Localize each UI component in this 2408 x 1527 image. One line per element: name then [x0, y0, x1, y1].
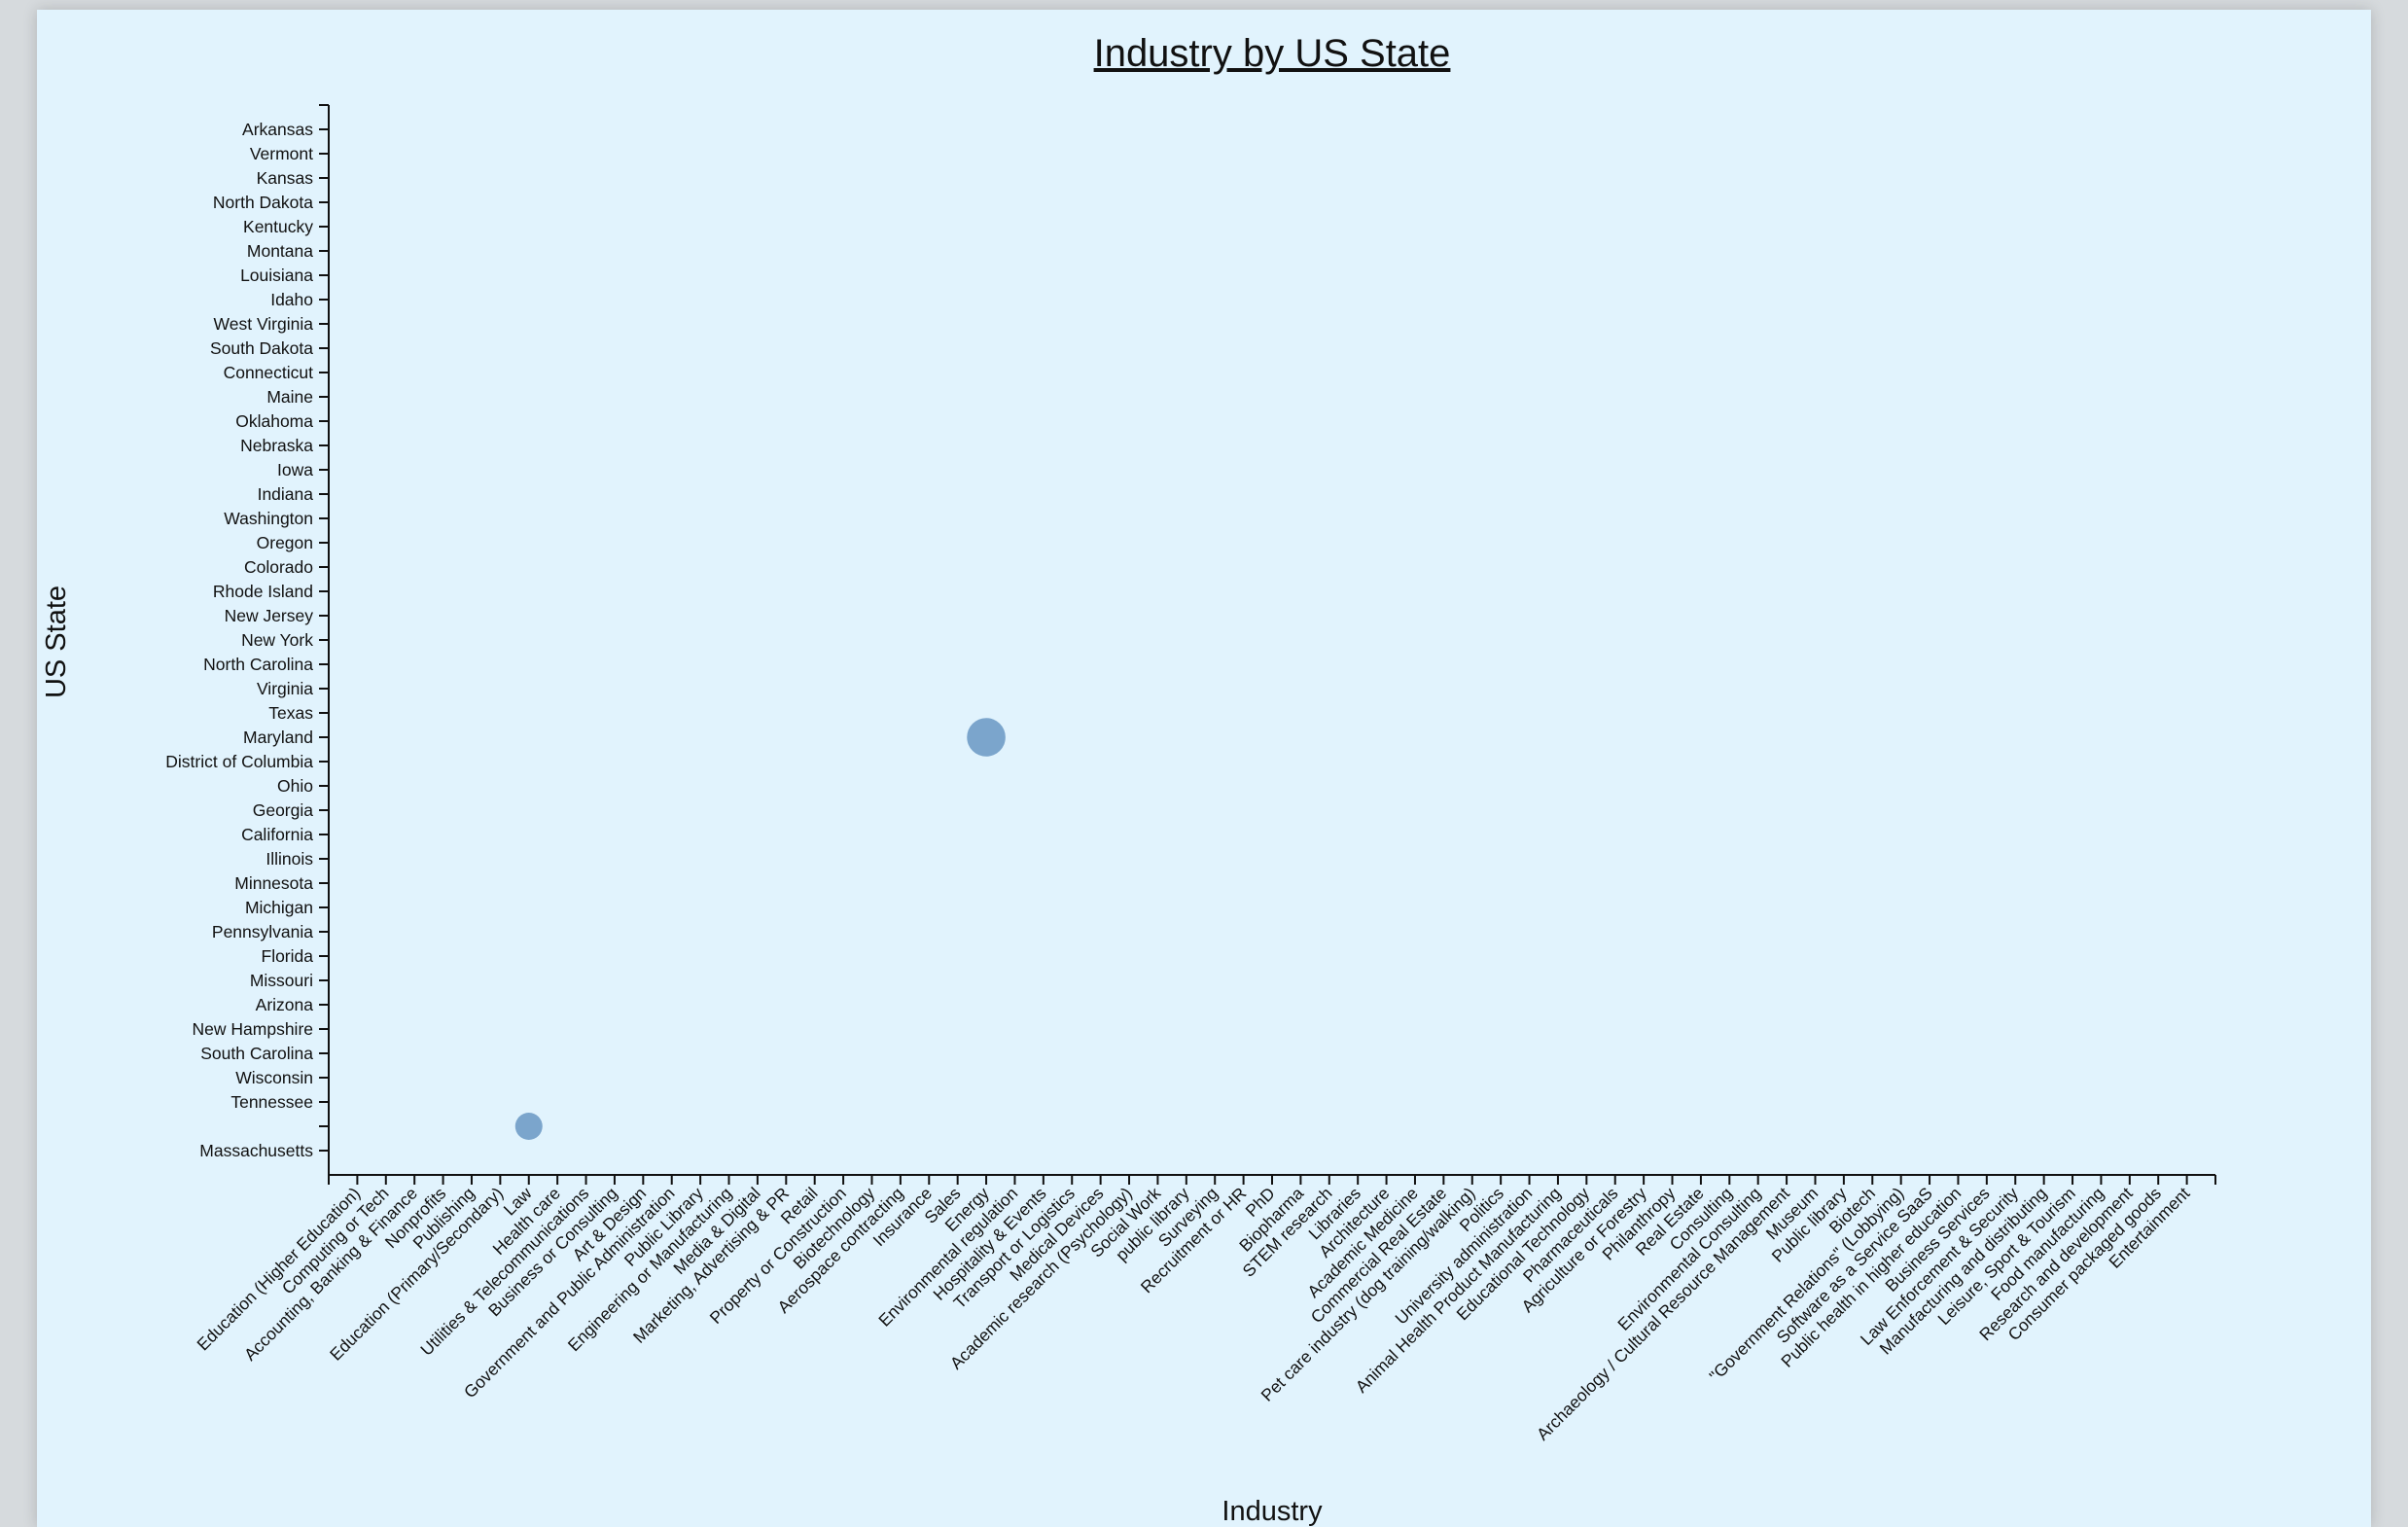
- y-tick-label: Pennsylvania: [212, 922, 313, 941]
- y-tick-label: Rhode Island: [213, 582, 313, 601]
- y-tick-label: Ohio: [277, 776, 313, 796]
- data-bubble[interactable]: [514, 1113, 543, 1140]
- y-axis-title: US State: [41, 586, 72, 698]
- bubbles: [514, 718, 1006, 1140]
- x-axis-title: Industry: [1222, 1496, 1323, 1527]
- chart-title: Industry by US State: [1094, 32, 1451, 75]
- y-tick-label: Virginia: [257, 679, 313, 698]
- y-tick-label: Arizona: [256, 995, 314, 1014]
- y-tick-label: Montana: [247, 241, 313, 261]
- y-tick-label: North Carolina: [203, 655, 313, 674]
- y-tick-label: New Hampshire: [193, 1019, 313, 1039]
- y-tick-label: Texas: [268, 703, 313, 723]
- y-tick-label: Illinois: [266, 849, 313, 869]
- y-tick-label: California: [241, 825, 313, 844]
- y-tick-label: West Virginia: [214, 314, 314, 334]
- y-tick-label: Maine: [266, 387, 313, 407]
- y-tick-label: Maryland: [243, 728, 313, 747]
- y-tick-label: Oklahoma: [235, 411, 313, 431]
- y-tick-label: South Carolina: [200, 1044, 313, 1063]
- y-tick-label: Michigan: [245, 898, 313, 917]
- y-tick-label: District of Columbia: [165, 752, 313, 771]
- y-tick-label: Idaho: [270, 290, 313, 309]
- y-tick-label: Nebraska: [240, 436, 313, 455]
- y-tick-label: Oregon: [257, 533, 313, 552]
- y-tick-label: Kentucky: [243, 217, 313, 236]
- y-tick-label: North Dakota: [213, 193, 313, 212]
- y-tick-label: Indiana: [258, 484, 314, 504]
- chart-panel: Industry by US State US State Industry A…: [37, 10, 2371, 1527]
- y-tick-label: Connecticut: [224, 363, 314, 382]
- y-tick-label: Colorado: [244, 557, 313, 577]
- y-tick-label: Kansas: [257, 168, 314, 188]
- y-tick-label: Tennessee: [230, 1092, 313, 1112]
- y-tick-label: Georgia: [253, 800, 314, 820]
- data-bubble[interactable]: [967, 718, 1006, 757]
- y-tick-label: Florida: [262, 946, 314, 966]
- y-tick-label: Missouri: [250, 971, 313, 990]
- y-tick-label: New Jersey: [225, 606, 314, 625]
- y-axis: Arkansas Vermont Kansas North Dakota Kentuck…: [165, 104, 330, 1175]
- y-tick-label: Louisiana: [240, 266, 313, 285]
- y-tick-label: Iowa: [277, 460, 313, 479]
- y-tick-label: Wisconsin: [235, 1068, 313, 1087]
- x-axis: Education (Higher Education)Computing or…: [193, 1174, 2216, 1444]
- y-tick-label: Arkansas: [242, 120, 313, 139]
- y-tick-label: South Dakota: [210, 338, 313, 358]
- y-tick-label: Washington: [224, 509, 313, 528]
- bubble-chart: Industry by US State US State Industry A…: [41, 32, 2216, 1527]
- y-tick-label: Vermont: [250, 144, 313, 163]
- y-tick-label: Massachusetts: [199, 1141, 313, 1160]
- y-tick-label: New York: [241, 630, 313, 650]
- y-tick-label: Minnesota: [234, 873, 313, 893]
